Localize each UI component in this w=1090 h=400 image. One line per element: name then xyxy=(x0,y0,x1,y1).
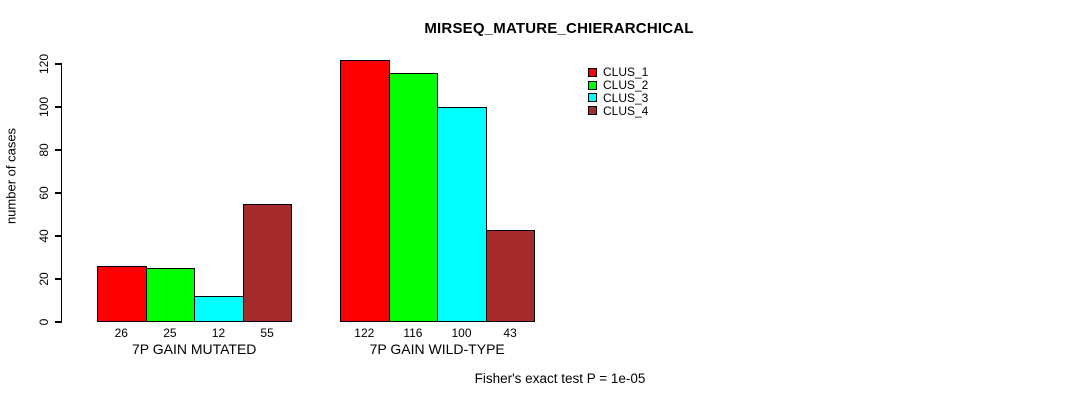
bar-clus_1-group1 xyxy=(97,266,147,322)
y-axis-tick xyxy=(55,106,62,108)
legend-label: CLUS_2 xyxy=(603,78,649,93)
y-axis-tick xyxy=(55,235,62,237)
bar-clus_2-group1 xyxy=(145,268,196,322)
bar-value-label: 26 xyxy=(114,326,128,340)
bar-clus_3-group1 xyxy=(194,296,244,322)
legend: CLUS_1 CLUS_2 CLUS_3 CLUS_4 xyxy=(588,66,648,117)
bar-clus_4-group1 xyxy=(242,203,293,322)
legend-swatch-clus_2 xyxy=(588,80,597,90)
legend-label: CLUS_1 xyxy=(603,65,649,80)
chart-title: MIRSEQ_MATURE_CHIERARCHICAL xyxy=(424,20,694,37)
y-axis-tick-label: 80 xyxy=(37,143,51,157)
y-axis-tick-label: 60 xyxy=(37,186,51,200)
legend-swatch-clus_1 xyxy=(588,67,597,77)
bar-value-label: 122 xyxy=(354,326,375,340)
bar-clus_3-group2 xyxy=(437,107,487,322)
y-axis-tick xyxy=(55,278,62,280)
x-category-label: 7P GAIN WILD-TYPE xyxy=(369,341,505,357)
x-category-label: 7P GAIN MUTATED xyxy=(131,341,257,357)
bar-value-label: 55 xyxy=(260,326,274,340)
y-axis-tick-label: 20 xyxy=(37,272,51,286)
y-axis-tick-label: 40 xyxy=(37,229,51,243)
y-axis-tick xyxy=(55,149,62,151)
bar-value-label: 12 xyxy=(211,326,226,340)
legend-item: CLUS_2 xyxy=(588,79,648,92)
legend-item: CLUS_1 xyxy=(588,66,648,79)
legend-label: CLUS_4 xyxy=(603,103,649,118)
bar-value-label: 116 xyxy=(403,326,423,340)
footer-caption: Fisher's exact test P = 1e-05 xyxy=(474,371,646,386)
y-axis-tick-label: 100 xyxy=(37,96,51,118)
bar-clus_1-group2 xyxy=(340,59,390,322)
bar-value-label: 43 xyxy=(503,326,517,340)
legend-item: CLUS_3 xyxy=(588,92,648,105)
bar-clus_4-group2 xyxy=(485,229,536,322)
legend-swatch-clus_4 xyxy=(588,106,597,116)
bar-clus_2-group2 xyxy=(388,72,439,322)
y-axis-tick-label: 0 xyxy=(37,318,51,326)
y-axis-tick xyxy=(55,321,62,323)
legend-item: CLUS_4 xyxy=(588,104,648,117)
y-axis-tick xyxy=(55,192,62,194)
y-axis-tick xyxy=(55,63,62,65)
y-axis-tick-label: 120 xyxy=(37,53,51,75)
legend-label: CLUS_3 xyxy=(603,90,649,105)
bar-value-label: 100 xyxy=(451,326,472,340)
bar-value-label: 25 xyxy=(163,326,177,340)
legend-swatch-clus_3 xyxy=(588,93,597,103)
